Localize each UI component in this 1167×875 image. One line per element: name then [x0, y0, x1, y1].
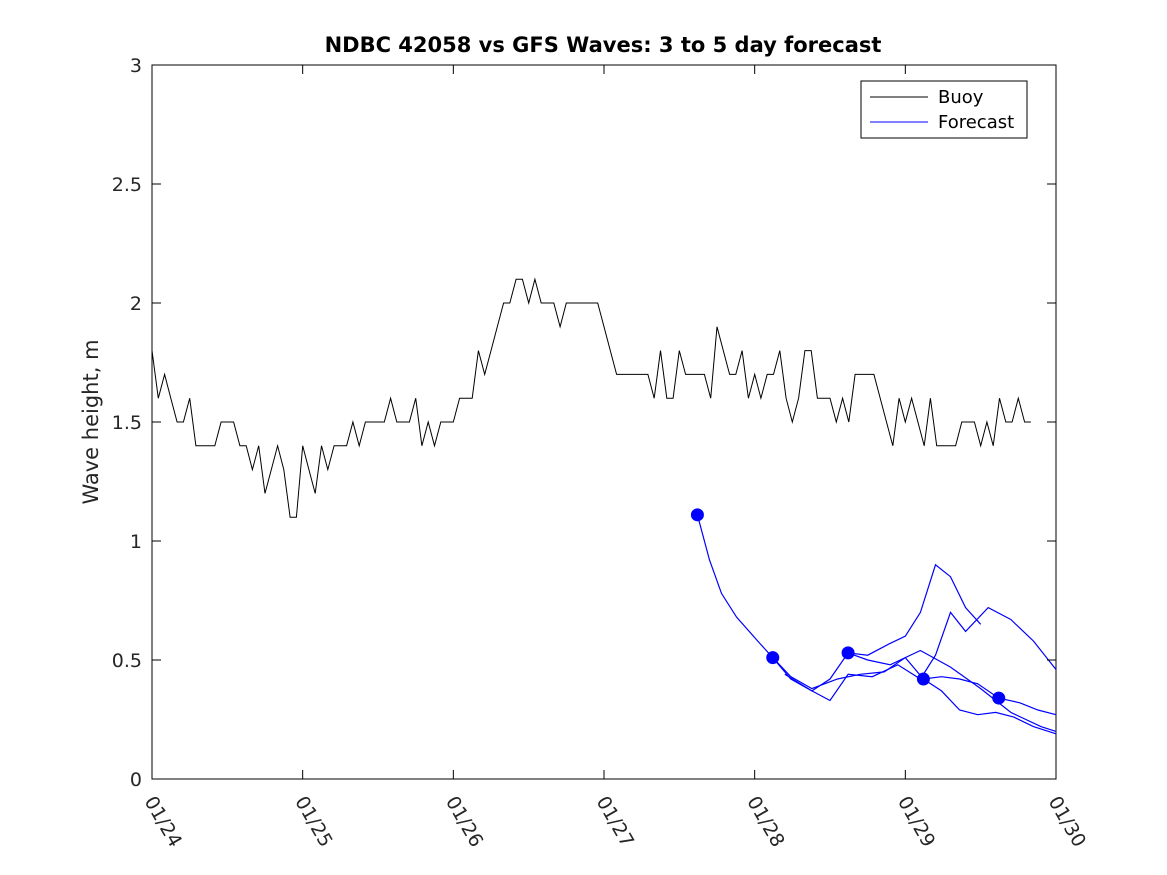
legend-label-buoy: Buoy	[938, 87, 984, 108]
y-tick-label: 1.5	[112, 412, 142, 434]
plot-area: 01/24 01/25 01/26 01/27 01/28 01/29 01/30 0 0.5…	[112, 55, 1090, 851]
x-tick-labels: 01/24 01/25 01/26 01/27 01/28 01/29 01/30	[140, 793, 1090, 851]
x-tick-label: 01/27	[592, 793, 638, 851]
y-axis-label: Wave height, m	[79, 339, 103, 504]
y-tick-label: 2	[130, 293, 142, 315]
tick-marks	[151, 64, 1057, 780]
x-tick-label: 01/29	[893, 793, 939, 851]
y-tick-label: 0.5	[112, 650, 142, 672]
x-tick-label: 01/28	[742, 793, 788, 851]
forecast-series-line	[784, 606, 1057, 702]
x-tick-label: 01/24	[140, 793, 186, 851]
forecast-start-marker	[766, 651, 780, 665]
buoy-series-line	[151, 277, 1031, 518]
legend-box	[860, 80, 1028, 139]
forecast-series-line	[923, 676, 1057, 716]
buoy-series-layer	[151, 277, 1031, 518]
forecast-markers-layer	[690, 508, 1006, 705]
y-tick-labels: 0 0.5 1 1.5 2 2.5 3	[112, 55, 142, 791]
y-tick-label: 1	[130, 531, 142, 553]
legend-label-forecast: Forecast	[938, 112, 1014, 133]
forecast-start-marker	[916, 672, 930, 686]
y-tick-label: 0	[130, 769, 142, 791]
y-tick-label: 2.5	[112, 174, 142, 196]
chart-title: NDBC 42058 vs GFS Waves: 3 to 5 day fore…	[325, 33, 882, 57]
x-tick-label: 01/26	[441, 793, 487, 851]
legend: Buoy Forecast	[860, 80, 1028, 139]
forecast-series-line	[696, 514, 1057, 732]
forecast-series-line	[847, 652, 1057, 735]
forecast-start-marker	[841, 646, 855, 660]
axes-box	[151, 64, 1057, 780]
forecast-start-marker	[992, 691, 1006, 705]
forecast-start-marker	[690, 508, 704, 522]
forecast-series-layer	[696, 514, 1057, 735]
x-tick-label: 01/30	[1044, 793, 1090, 851]
x-tick-label: 01/25	[290, 793, 336, 851]
y-tick-label: 3	[130, 55, 142, 77]
